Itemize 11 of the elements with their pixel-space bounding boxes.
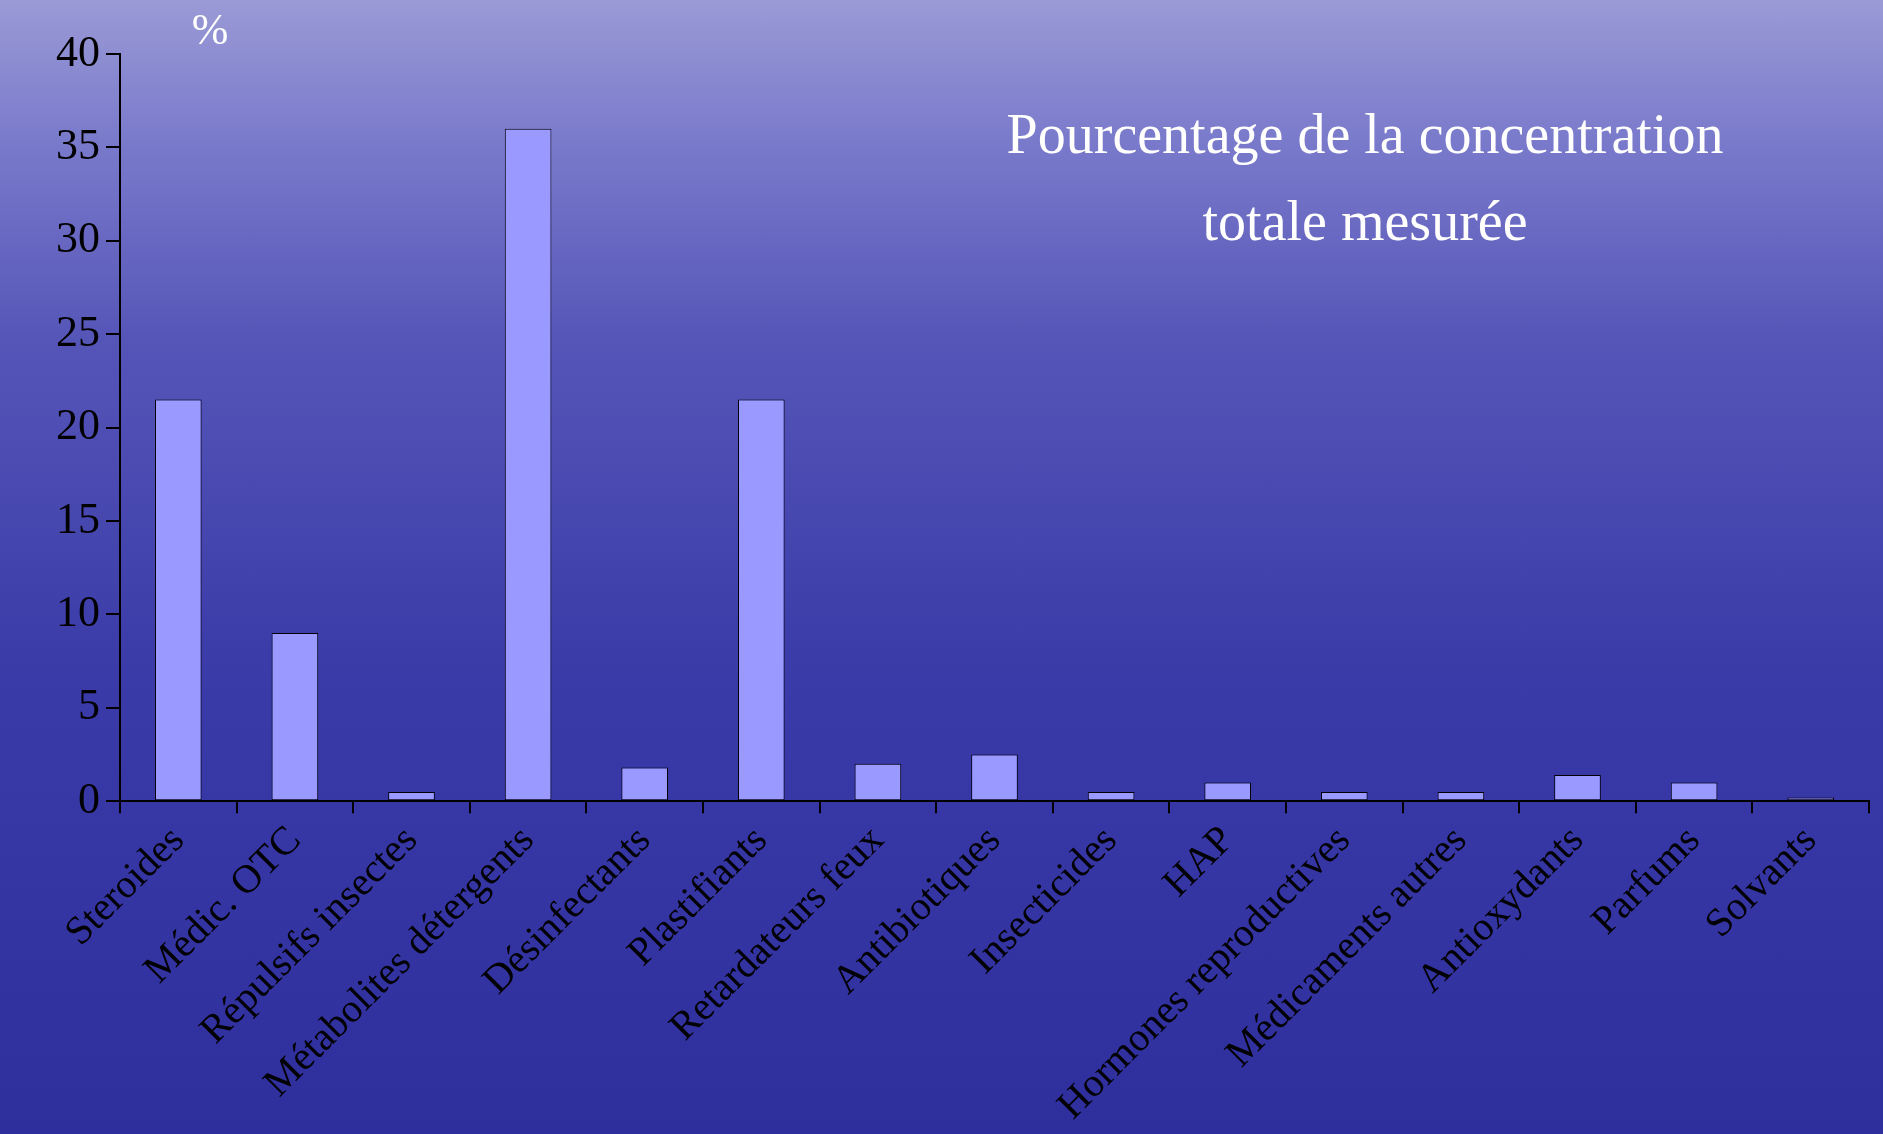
y-tick-label: 10 <box>56 586 100 636</box>
y-tick-label: 0 <box>78 773 100 823</box>
y-tick-label: 30 <box>56 213 100 263</box>
y-tick-label: 20 <box>56 400 100 450</box>
y-tick-label: 40 <box>56 26 100 76</box>
y-tick-label: 5 <box>78 680 100 730</box>
text: Pourcentage de la concentration totale mesurée <box>1006 102 1724 252</box>
y-tick-label: 35 <box>56 119 100 169</box>
y-tick-label: 25 <box>56 306 100 356</box>
y-tick-label: 15 <box>56 493 100 543</box>
y-axis-title: % <box>191 4 229 54</box>
